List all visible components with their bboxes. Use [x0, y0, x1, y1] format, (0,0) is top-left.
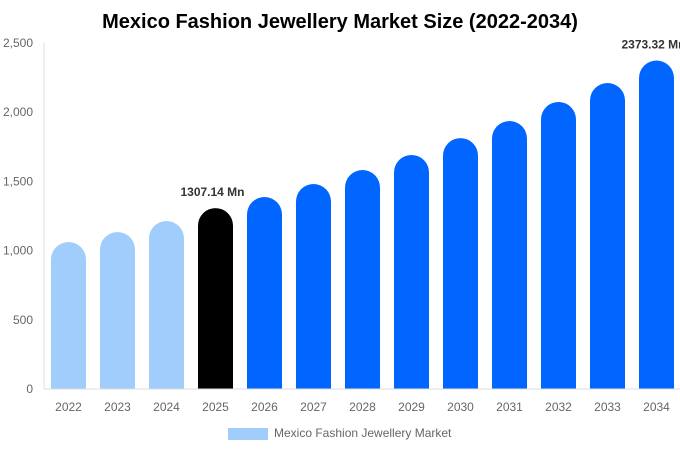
data-label-2025: 1307.14 Mn — [180, 185, 244, 199]
bar-2024[interactable] — [149, 220, 184, 389]
x-tick-label: 2030 — [447, 400, 474, 414]
bar-2029[interactable] — [394, 154, 429, 389]
x-tick-label: 2029 — [398, 400, 425, 414]
y-tick-label: 2,500 — [3, 36, 33, 50]
bar-2028[interactable] — [345, 170, 380, 389]
bar-2034[interactable] — [639, 60, 674, 390]
y-tick-label: 0 — [26, 382, 33, 396]
x-tick-label: 2022 — [55, 400, 82, 414]
bars — [51, 60, 674, 390]
x-tick-label: 2028 — [349, 400, 376, 414]
x-tick-label: 2032 — [545, 400, 572, 414]
bar-2032[interactable] — [541, 101, 576, 389]
x-tick-label: 2025 — [202, 400, 229, 414]
legend[interactable]: Mexico Fashion Jewellery Market — [228, 426, 452, 440]
chart-title: Mexico Fashion Jewellery Market Size (20… — [102, 11, 578, 33]
bar-2023[interactable] — [100, 232, 135, 389]
data-label-2034: 2373.32 Mn — [621, 38, 680, 52]
y-tick-label: 2,000 — [3, 105, 33, 119]
x-tick-label: 2033 — [594, 400, 621, 414]
x-tick-label: 2031 — [496, 400, 523, 414]
bar-2031[interactable] — [492, 121, 527, 389]
legend-swatch — [228, 428, 268, 440]
y-tick-label: 1,000 — [3, 244, 33, 258]
bar-2030[interactable] — [443, 138, 478, 389]
x-tick-label: 2034 — [643, 400, 670, 414]
y-tick-label: 1,500 — [3, 174, 33, 188]
bar-2025[interactable] — [198, 208, 233, 389]
legend-label: Mexico Fashion Jewellery Market — [274, 426, 452, 440]
x-tick-label: 2027 — [300, 400, 327, 414]
bar-2026[interactable] — [247, 197, 282, 389]
y-tick-label: 500 — [13, 313, 33, 327]
x-tick-label: 2024 — [153, 400, 180, 414]
bar-2022[interactable] — [51, 242, 86, 389]
y-axis: 0 500 1,000 1,500 2,000 2,500 — [3, 36, 45, 396]
x-axis: 2022 2023 2024 2025 2026 2027 2028 2029 2030 2031… — [44, 388, 680, 414]
data-labels: 1307.14 Mn 2373.32 Mn — [180, 38, 680, 200]
x-tick-label: 2023 — [104, 400, 131, 414]
bar-2033[interactable] — [590, 82, 625, 390]
x-tick-label: 2026 — [251, 400, 278, 414]
bar-2027[interactable] — [296, 184, 331, 389]
